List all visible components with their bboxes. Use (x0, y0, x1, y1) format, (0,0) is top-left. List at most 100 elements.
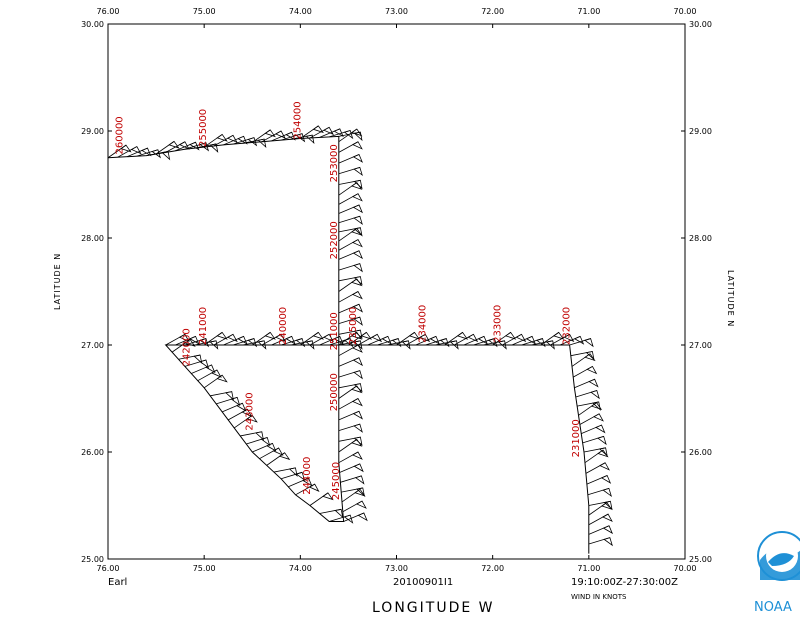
x-tick-label-top: 70.00 (674, 7, 697, 16)
time-range: 19:10:00Z-27:30:00Z (571, 577, 678, 588)
wind-barb-flag (209, 143, 219, 153)
wind-barb-flag (205, 364, 216, 374)
x-tick-label-bottom: 73.00 (385, 564, 408, 573)
wind-barb-flag (353, 463, 364, 473)
wind-barb-flag (193, 354, 203, 365)
wind-barb-flag (237, 335, 248, 345)
time-label: 260000 (114, 116, 125, 154)
wind-barb-flag (278, 452, 291, 461)
time-label: 242000 (182, 328, 193, 366)
wind-barb-flag (226, 333, 238, 343)
time-label: 244000 (302, 457, 313, 495)
wind-barb-flag (302, 477, 313, 487)
wind-barb-flag (351, 239, 363, 248)
wind-barb-flag (601, 513, 613, 522)
y-axis-title-left: LATITUDE N (53, 253, 62, 310)
time-labels: 260000 255000 254000 253000 252000 251000 2500… (114, 101, 582, 500)
wind-barb-flag (593, 413, 604, 422)
x-tick-label-top: 75.00 (193, 7, 216, 16)
wind-barb-flag (585, 351, 595, 361)
wind-barb-flag (246, 414, 258, 423)
time-label: 251000 (329, 312, 340, 350)
wind-barb-flag (257, 138, 267, 149)
wind-barb-flag (598, 447, 608, 457)
x-tick-label-bottom: 75.00 (193, 564, 216, 573)
time-label: 255000 (198, 109, 209, 147)
y-tick-label-left: 29.00 (81, 127, 104, 136)
wind-barb-flag (351, 331, 363, 340)
wind-barb-flag (312, 331, 324, 340)
wind-barb-flag (592, 401, 601, 411)
wind-barb-flag (351, 128, 363, 137)
wind-barb-flag (322, 492, 334, 501)
storm-name: Earl (108, 577, 127, 588)
wind-barb-flag (597, 449, 609, 458)
wind-barb-flag (199, 142, 210, 152)
plot-frame (107, 23, 686, 560)
x-tick-label-bottom: 74.00 (289, 564, 312, 573)
y-tick-label-right: 25.00 (689, 555, 712, 564)
wind-barb-flag (573, 335, 585, 345)
x-axis-title: LONGITUDE W (372, 600, 495, 616)
x-tick-label-top: 73.00 (385, 7, 408, 16)
time-label: 243000 (244, 392, 255, 430)
wind-barb-flag (353, 166, 363, 177)
time-label: 241000 (198, 307, 209, 345)
wind-barb-flag (255, 431, 264, 441)
time-label: 232000 (562, 307, 573, 345)
x-tick-label-bottom: 71.00 (577, 564, 600, 573)
wind-barb-flag (353, 370, 363, 380)
wind-barb-flag (600, 474, 612, 484)
wind-barb-flag (371, 333, 383, 343)
wind-barb-flag (352, 357, 364, 367)
wind-barb-flag (353, 263, 363, 273)
wind-barb-flag (419, 333, 431, 343)
wind-barb-flag (360, 331, 373, 340)
wind-barb-flag (226, 134, 238, 144)
wind-barb-flag (351, 397, 363, 407)
time-label: 235000 (348, 307, 359, 345)
wind-barb-flag (351, 438, 363, 447)
wind-barb-flag (351, 278, 363, 287)
wind-barb-flag (351, 182, 363, 190)
wind-barb-flag (225, 391, 234, 401)
wind-barb-flag (429, 335, 440, 345)
y-tick-label-left: 26.00 (81, 448, 104, 457)
wind-barb-flag (120, 144, 132, 153)
wind-barb-flag (216, 331, 228, 340)
wind-barb-flag (552, 331, 565, 340)
y-tick-label-right: 30.00 (689, 20, 712, 29)
wind-barb-flag (584, 338, 594, 348)
time-label: 245000 (331, 462, 342, 500)
time-label: 240000 (278, 307, 289, 345)
x-tick-label-bottom: 72.00 (481, 564, 504, 573)
time-label: 254000 (292, 101, 303, 139)
wind-barb-flag (352, 303, 364, 313)
wind-barb-flag (352, 204, 364, 214)
y-tick-label-right: 28.00 (689, 234, 712, 243)
wind-barb-flag (595, 424, 606, 434)
wind-barb-flag (312, 125, 324, 134)
time-label: 234000 (417, 305, 428, 343)
wind-barb-flag (525, 335, 537, 345)
wind-barb-flag (597, 435, 607, 446)
wind-barb-flag (352, 410, 364, 420)
wind-barb-flag (178, 333, 190, 343)
wind-barb-flag (353, 227, 363, 237)
wind-barb-flag (230, 396, 241, 407)
wind-barb-flag (323, 126, 335, 136)
wind-barb-flag (351, 344, 363, 353)
time-label: 253000 (329, 144, 340, 182)
wind-barb-flag (353, 215, 363, 225)
wind-barb-flag (355, 500, 367, 509)
wind-barb-flag (602, 487, 612, 498)
wind-barb-flag (353, 131, 363, 142)
y-tick-label-left: 30.00 (81, 20, 104, 29)
wind-barb-flag (599, 462, 611, 471)
wind-units-label: WIND IN KNOTS (571, 593, 627, 601)
wind-barb-flag (351, 385, 363, 394)
wind-barb-flag (323, 333, 335, 343)
wind-barb-flag (381, 335, 392, 345)
wind-barb-flag (357, 512, 368, 522)
